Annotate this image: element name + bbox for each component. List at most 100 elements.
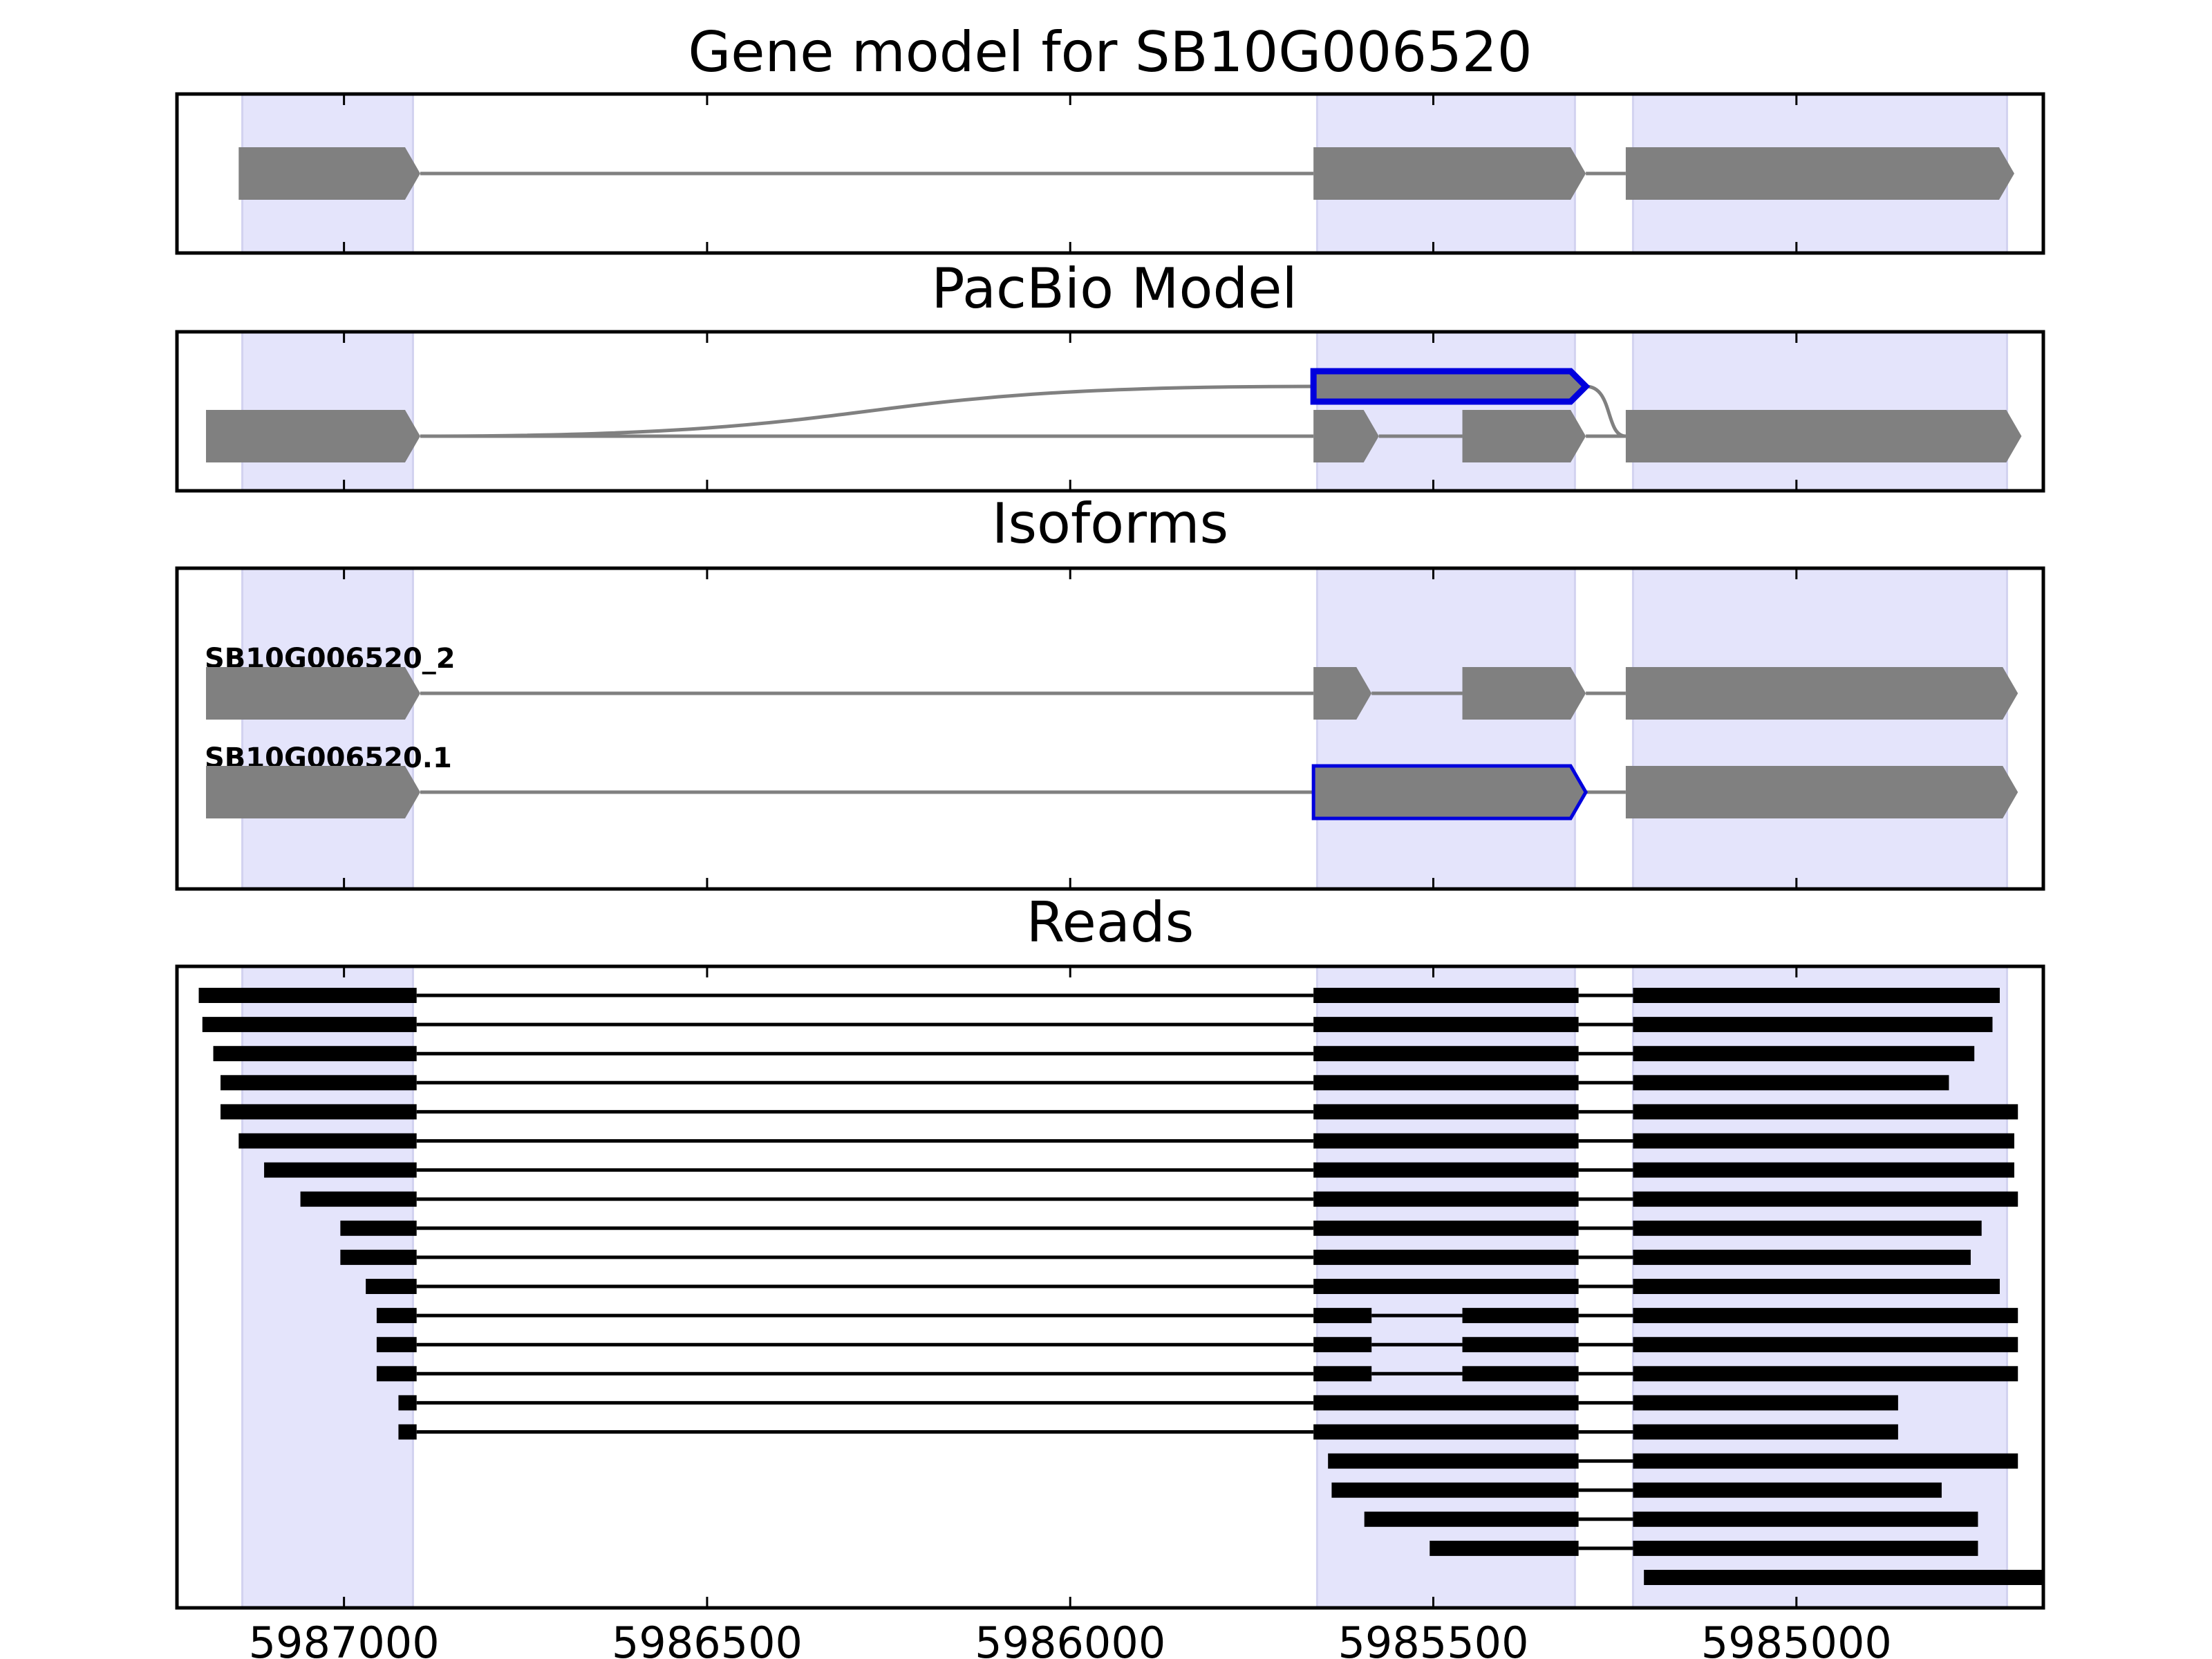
highlight-regions [241,567,2008,890]
pacbio-model-exon [1625,410,2022,462]
read-block [1364,1511,1579,1527]
read-block [1633,1279,2000,1294]
isoform-2-selected-exon [1311,764,1588,821]
reads-frame [175,964,2045,1610]
x-axis-tick-labels: 5987000 5986500 5986000 5985500 5985000 [249,1618,1892,1659]
pacbio-selected-exon [1310,368,1591,405]
read-block [213,1046,417,1062]
isoforms-ticks [343,568,1798,889]
x-tick-label: 5985000 [1701,1618,1892,1659]
x-tick-label: 5987000 [249,1618,440,1659]
pacbio-model-exon [1462,410,1586,462]
read-block [300,1191,417,1207]
x-tick-label: 5986000 [975,1618,1165,1659]
read-block [1313,1220,1579,1236]
read-block [238,1133,417,1149]
read-block [376,1366,417,1382]
reads-panel: Reads 5987000 5986500 5986000 5985500 598500… [175,890,2045,1659]
gene-model-frame [175,92,2045,255]
read-block [1633,1249,1971,1265]
read-block [1313,1424,1579,1440]
read-block [1313,1308,1372,1324]
isoforms-tracks: SB10G006520_2 SB10G006520.1 [205,643,2018,821]
pacbio-model-exon [1313,410,1379,462]
read-block [1313,1075,1579,1091]
isoform-1-exon [1313,667,1372,720]
read-block [221,1075,417,1091]
read-block [221,1104,417,1120]
pacbio-model-exon [206,410,420,462]
read-block [198,988,417,1003]
read-block [1633,1366,2018,1382]
read-block [1328,1453,1579,1469]
read-block [1633,1220,1982,1236]
read-block [1633,1017,1993,1033]
isoform-2-exon [206,766,420,818]
read-block [1462,1308,1579,1324]
read-block [1462,1366,1579,1382]
read-block [1313,1249,1579,1265]
isoforms-title: Isoforms [992,491,1228,556]
pacbio-model-title: PacBio Model [931,256,1297,321]
gene-model-exon [238,147,420,200]
read-block [366,1279,417,1294]
read-block [1462,1337,1579,1353]
read-block [376,1337,417,1353]
read-block [264,1162,417,1178]
pacbio-model-frame [175,330,2045,493]
read-block [1313,1133,1579,1149]
x-tick-label: 5985500 [1338,1618,1528,1659]
isoforms-panel: Isoforms SB10G006520_2 SB10G006520.1 [175,491,2045,891]
isoform-2-exon [1625,766,2018,818]
read-block [1313,1337,1372,1353]
read-block [1633,1395,1898,1411]
read-block [1633,1511,1978,1527]
read-block [1313,1104,1579,1120]
read-block [1633,1482,1942,1498]
read-block [1313,1162,1579,1178]
read-block [398,1424,417,1440]
read-block [1633,1308,2018,1324]
pacbio-alt-junction-curve [420,384,1314,438]
read-block [1313,1279,1579,1294]
x-tick-label: 5986500 [612,1618,803,1659]
pacbio-model-panel: PacBio Model [175,256,2045,493]
read-block [1633,1540,1978,1556]
pacbio-alt-junction-curve [1585,384,1627,438]
read-block [1331,1482,1579,1498]
gene-model-exon [1313,147,1586,200]
read-block [202,1017,417,1033]
read-block [1633,1424,1898,1440]
highlight-region [1631,567,2008,890]
read-block [340,1249,417,1265]
read-block [1633,1337,2018,1353]
pacbio-model-tracks [206,368,2022,462]
read-block [1633,1133,2014,1149]
reads-title: Reads [1027,890,1194,955]
gene-model-exon [1625,147,2014,200]
highlight-region [241,567,414,890]
read-block [1644,1570,2043,1585]
gene-model-title: Gene model for SB10G006520 [688,20,1532,84]
gene-model-ticks [343,94,1798,253]
highlight-region [1315,567,1576,890]
read-block [1633,1046,1975,1062]
read-block [1313,1395,1579,1411]
read-block [1313,988,1579,1003]
read-block [1313,1046,1579,1062]
reads-tracks [198,988,2043,1585]
read-block [1313,1017,1579,1033]
read-block [1633,1162,2014,1178]
isoform-1-exon [1462,667,1586,720]
read-block [340,1220,417,1236]
gene-model-panel: Gene model for SB10G006520 [175,20,2045,255]
reads-ticks [343,966,1798,1608]
read-block [1633,988,2000,1003]
isoform-1-exon [206,667,420,720]
read-block [1633,1191,2018,1207]
read-block [1430,1540,1579,1556]
isoforms-frame [175,566,2045,891]
read-block [1313,1366,1372,1382]
pacbio-model-ticks [343,332,1798,491]
read-block [1633,1453,2018,1469]
